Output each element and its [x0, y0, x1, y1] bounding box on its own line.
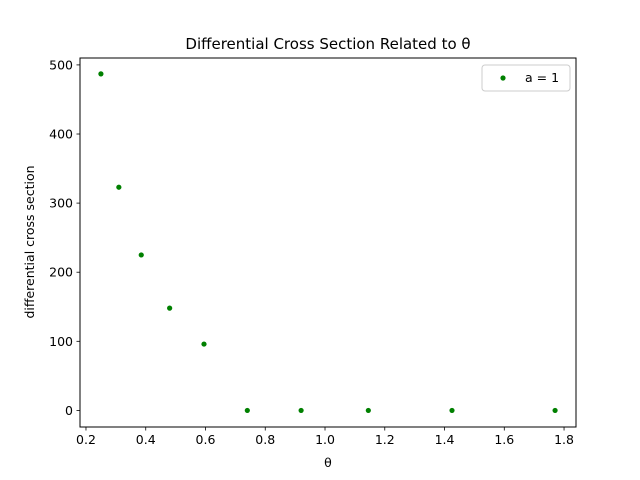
- legend-marker: [500, 75, 506, 81]
- x-tick-label: 1.0: [315, 432, 335, 447]
- plot-area-frame: [79, 57, 577, 428]
- y-axis: 0 100 200 300 400 500: [49, 57, 80, 418]
- y-tick-label: 0: [65, 403, 73, 418]
- x-tick-label: 0.8: [255, 432, 275, 447]
- y-tick-label: 300: [49, 196, 73, 211]
- x-tick-label: 0.4: [136, 432, 156, 447]
- x-tick-label: 0.6: [196, 432, 216, 447]
- series-a1-points: [98, 71, 558, 414]
- chart-title: Differential Cross Section Related to θ: [185, 35, 470, 53]
- legend-box: [481, 64, 571, 92]
- x-tick-label: 1.4: [435, 432, 455, 447]
- data-point: [138, 252, 144, 258]
- x-tick-label: 1.2: [375, 432, 395, 447]
- data-point: [298, 407, 304, 414]
- x-tick-label: 0.2: [76, 432, 96, 447]
- x-tick-label: 1.8: [554, 432, 574, 447]
- data-point: [449, 407, 455, 414]
- data-point: [201, 341, 207, 347]
- data-point: [552, 407, 558, 414]
- data-point: [244, 407, 250, 414]
- x-axis-label: θ: [324, 455, 332, 470]
- legend: a = 1: [481, 64, 571, 92]
- x-tick-label: 1.6: [494, 432, 514, 447]
- y-tick-label: 500: [49, 57, 73, 72]
- data-point: [365, 407, 371, 414]
- data-point: [116, 184, 122, 190]
- legend-label: a = 1: [525, 70, 559, 85]
- x-axis: 0.2 0.4 0.6 0.8 1.0 1.2 1.4 1.6 1.8: [76, 427, 574, 447]
- y-tick-label: 400: [49, 127, 73, 142]
- data-point: [167, 305, 173, 311]
- data-point: [98, 71, 104, 77]
- y-tick-label: 200: [49, 265, 73, 280]
- y-tick-label: 100: [49, 334, 73, 349]
- y-axis-label: differential cross section: [22, 165, 37, 318]
